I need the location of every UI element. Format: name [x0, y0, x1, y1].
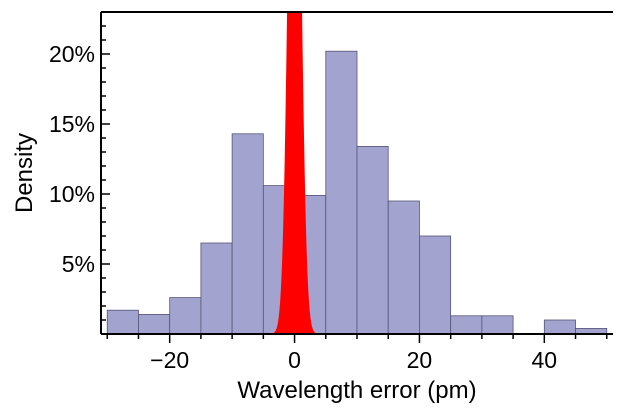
histogram-bar	[543, 319, 576, 335]
histogram-bar	[356, 145, 389, 335]
plot-area	[106, 12, 608, 335]
histogram-bar	[481, 315, 514, 335]
x-tick-label: −20	[150, 347, 189, 373]
x-axis-label: Wavelength error (pm)	[237, 377, 476, 403]
y-tick-label: 10%	[49, 181, 95, 207]
histogram-bar	[419, 235, 452, 335]
x-tick-label: 20	[407, 347, 433, 373]
histogram-bar	[387, 200, 420, 335]
histogram-bar	[200, 242, 233, 335]
y-tick-label: 15%	[49, 111, 95, 137]
histogram-bar	[106, 309, 139, 335]
histogram-bar	[450, 315, 483, 335]
axes: −20 0 20 40 5% 10% 15% 20%	[49, 11, 613, 373]
histogram-bar	[325, 50, 358, 335]
x-tick-label: 40	[532, 347, 558, 373]
x-tick-label: 0	[288, 347, 301, 373]
histogram-bar	[231, 133, 264, 335]
histogram-bar	[169, 297, 202, 335]
overlay-curve-group	[266, 12, 323, 334]
histogram-bar	[138, 313, 171, 335]
gaussian-overlay-curve	[266, 12, 323, 334]
y-tick-label: 5%	[62, 251, 95, 277]
y-axis-label: Density	[11, 133, 38, 213]
y-tick-label: 20%	[49, 41, 95, 67]
